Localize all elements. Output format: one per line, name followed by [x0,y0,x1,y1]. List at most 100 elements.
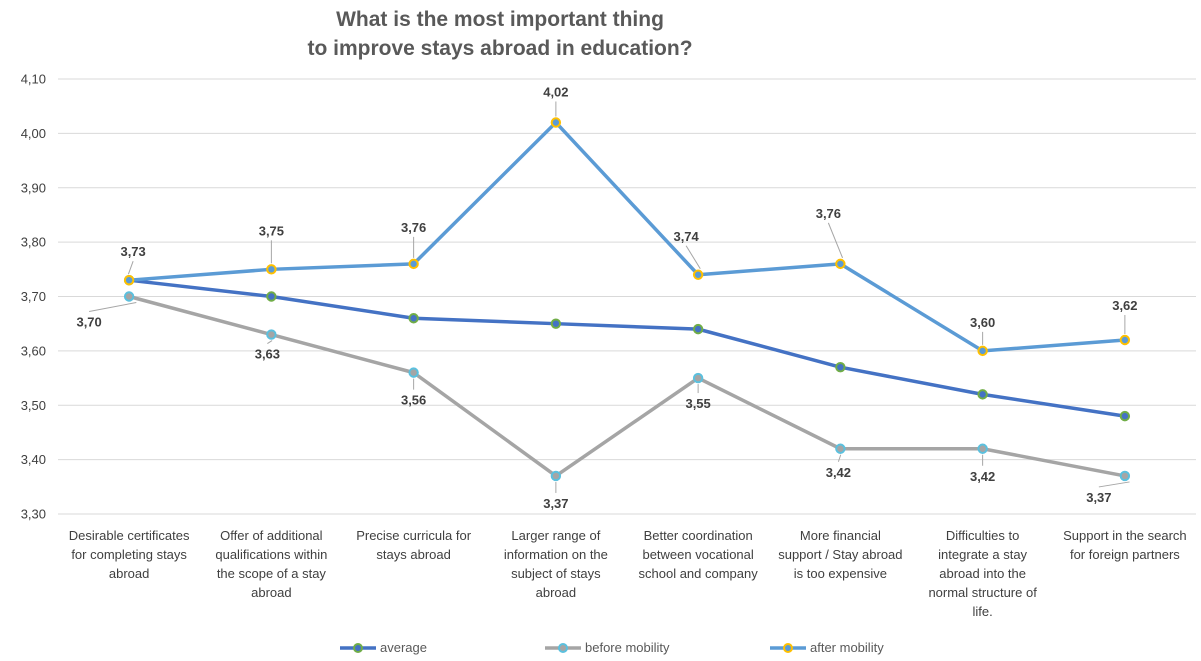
data-point-before-mobility [408,367,419,378]
chart-title-line: to improve stays abroad in education? [307,37,692,60]
x-category-label-line: abroad [251,585,291,600]
data-label-after-mobility: 3,62 [1112,298,1137,313]
series-line-before-mobility [127,294,1127,478]
y-tick-label: 3,50 [21,398,46,413]
data-point-before-mobility [123,291,135,302]
x-category-label-line: normal structure of [928,585,1037,600]
data-point-after-mobility [835,258,846,270]
data-point-before-mobility [550,470,562,482]
x-category-label-line: for completing stays [71,547,187,562]
y-tick-label: 3,90 [21,180,46,195]
x-category-label-line: integrate a stay [938,547,1027,562]
data-label-before-mobility: 3,56 [401,393,426,408]
y-tick-label: 4,00 [21,126,46,141]
y-tick-label: 4,10 [21,72,46,87]
data-label-after-mobility: 3,74 [673,229,699,244]
data-point-after-mobility [266,264,277,275]
legend-label: after mobility [810,640,884,655]
x-category-label-line: stays abroad [376,547,450,562]
x-category-label-line: abroad [536,585,576,600]
series-lines [123,117,1131,482]
label-leader-line [837,454,842,462]
label-leader-line [1098,481,1130,488]
label-leader-line [89,302,137,312]
data-label-after-mobility: 3,76 [401,220,426,235]
x-category-label-line: life. [973,604,993,619]
data-point-after-mobility [408,258,419,270]
x-category-label: Desirable certificates for completing sta… [69,528,190,581]
y-tick-label: 3,60 [21,343,46,358]
data-point-average [1119,410,1131,422]
data-point-after-mobility [123,274,135,286]
legend-item-after-mobility: after mobility [770,640,884,655]
legend-item-before-mobility: before mobility [545,640,670,655]
data-label-after-mobility: 4,02 [543,85,568,100]
x-category-label: Larger range of information on the subject… [504,528,608,600]
data-point-after-mobility [550,117,562,128]
chart-title: What is the most important thing to impro… [307,8,692,60]
x-category-label: Better coordination between vocational sch… [639,528,759,581]
data-label-after-mobility: 3,73 [120,244,145,259]
x-category-label-line: qualifications within [215,547,327,562]
data-point-before-mobility [977,443,988,454]
x-category-label-line: abroad into the [939,566,1026,581]
data-labels: 3,70 3,63 3,56 3,37 3,55 3,42 3,42 3,37 3,73 3,75… [76,85,1137,511]
data-point-before-mobility [1119,470,1131,482]
x-category-label-line: for foreign partners [1070,547,1180,562]
x-category-label-line: Offer of additional [220,528,322,543]
data-label-before-mobility: 3,42 [970,469,995,484]
series-line-average [127,278,1127,418]
data-point-average [266,291,277,302]
y-tick-label: 3,80 [21,235,46,250]
data-point-after-mobility [977,345,988,357]
legend: average before mobility after mobility [340,640,884,655]
y-axis-ticks: 3,30 3,40 3,50 3,60 3,70 3,80 3,90 4,00 4,10 [21,72,46,522]
x-category-label-line: Difficulties to [946,528,1019,543]
data-point-average [692,323,704,335]
data-label-before-mobility: 3,42 [826,465,851,480]
label-leader-line [267,340,273,344]
x-category-label-line: Desirable certificates [69,528,190,543]
x-category-label: More financial support / Stay abroad is to… [778,528,902,581]
label-leader-line [685,245,701,270]
data-point-after-mobility [692,269,704,280]
x-axis-categories: Desirable certificates for completing sta… [69,528,1187,619]
data-label-after-mobility: 3,75 [259,223,284,238]
legend-swatch-marker [783,643,793,653]
data-label-before-mobility: 3,70 [76,315,101,330]
x-category-label: Precise curricula for stays abroad [356,528,472,562]
x-category-label-line: Larger range of [511,528,600,543]
data-point-average [835,361,846,373]
data-label-before-mobility: 3,55 [685,396,710,411]
x-category-label-line: abroad [109,566,149,581]
x-category-label: Difficulties to integrate a stay abroad in… [928,528,1037,619]
data-label-after-mobility: 3,60 [970,315,995,330]
data-point-before-mobility [266,329,277,340]
x-category-label-line: between vocational [642,547,753,562]
data-label-before-mobility: 3,63 [255,347,280,362]
x-category-label-line: More financial [800,528,881,543]
x-category-label-line: support / Stay abroad [778,547,902,562]
data-point-average [408,313,419,324]
x-category-label-line: the scope of a stay [217,566,327,581]
x-category-label-line: information on the [504,547,608,562]
y-tick-label: 3,40 [21,452,46,467]
chart-title-line: What is the most important thing [336,8,664,31]
x-category-label: Offer of additional qualifications within… [215,528,327,600]
x-category-label-line: Precise curricula for [356,528,472,543]
x-category-label-line: subject of stays [511,566,601,581]
y-tick-label: 3,70 [21,289,46,304]
legend-swatch-marker [353,643,363,653]
data-label-before-mobility: 3,37 [543,496,568,511]
gridlines [58,78,1196,515]
data-label-before-mobility: 3,37 [1086,490,1111,505]
series-line-after-mobility [127,120,1127,353]
y-tick-label: 3,30 [21,507,46,522]
label-leader-line [127,261,134,275]
data-point-average [550,318,562,329]
x-category-label-line: is too expensive [794,566,887,581]
x-category-label-line: Better coordination [644,528,753,543]
data-point-before-mobility [692,372,704,384]
data-point-average [977,389,988,400]
